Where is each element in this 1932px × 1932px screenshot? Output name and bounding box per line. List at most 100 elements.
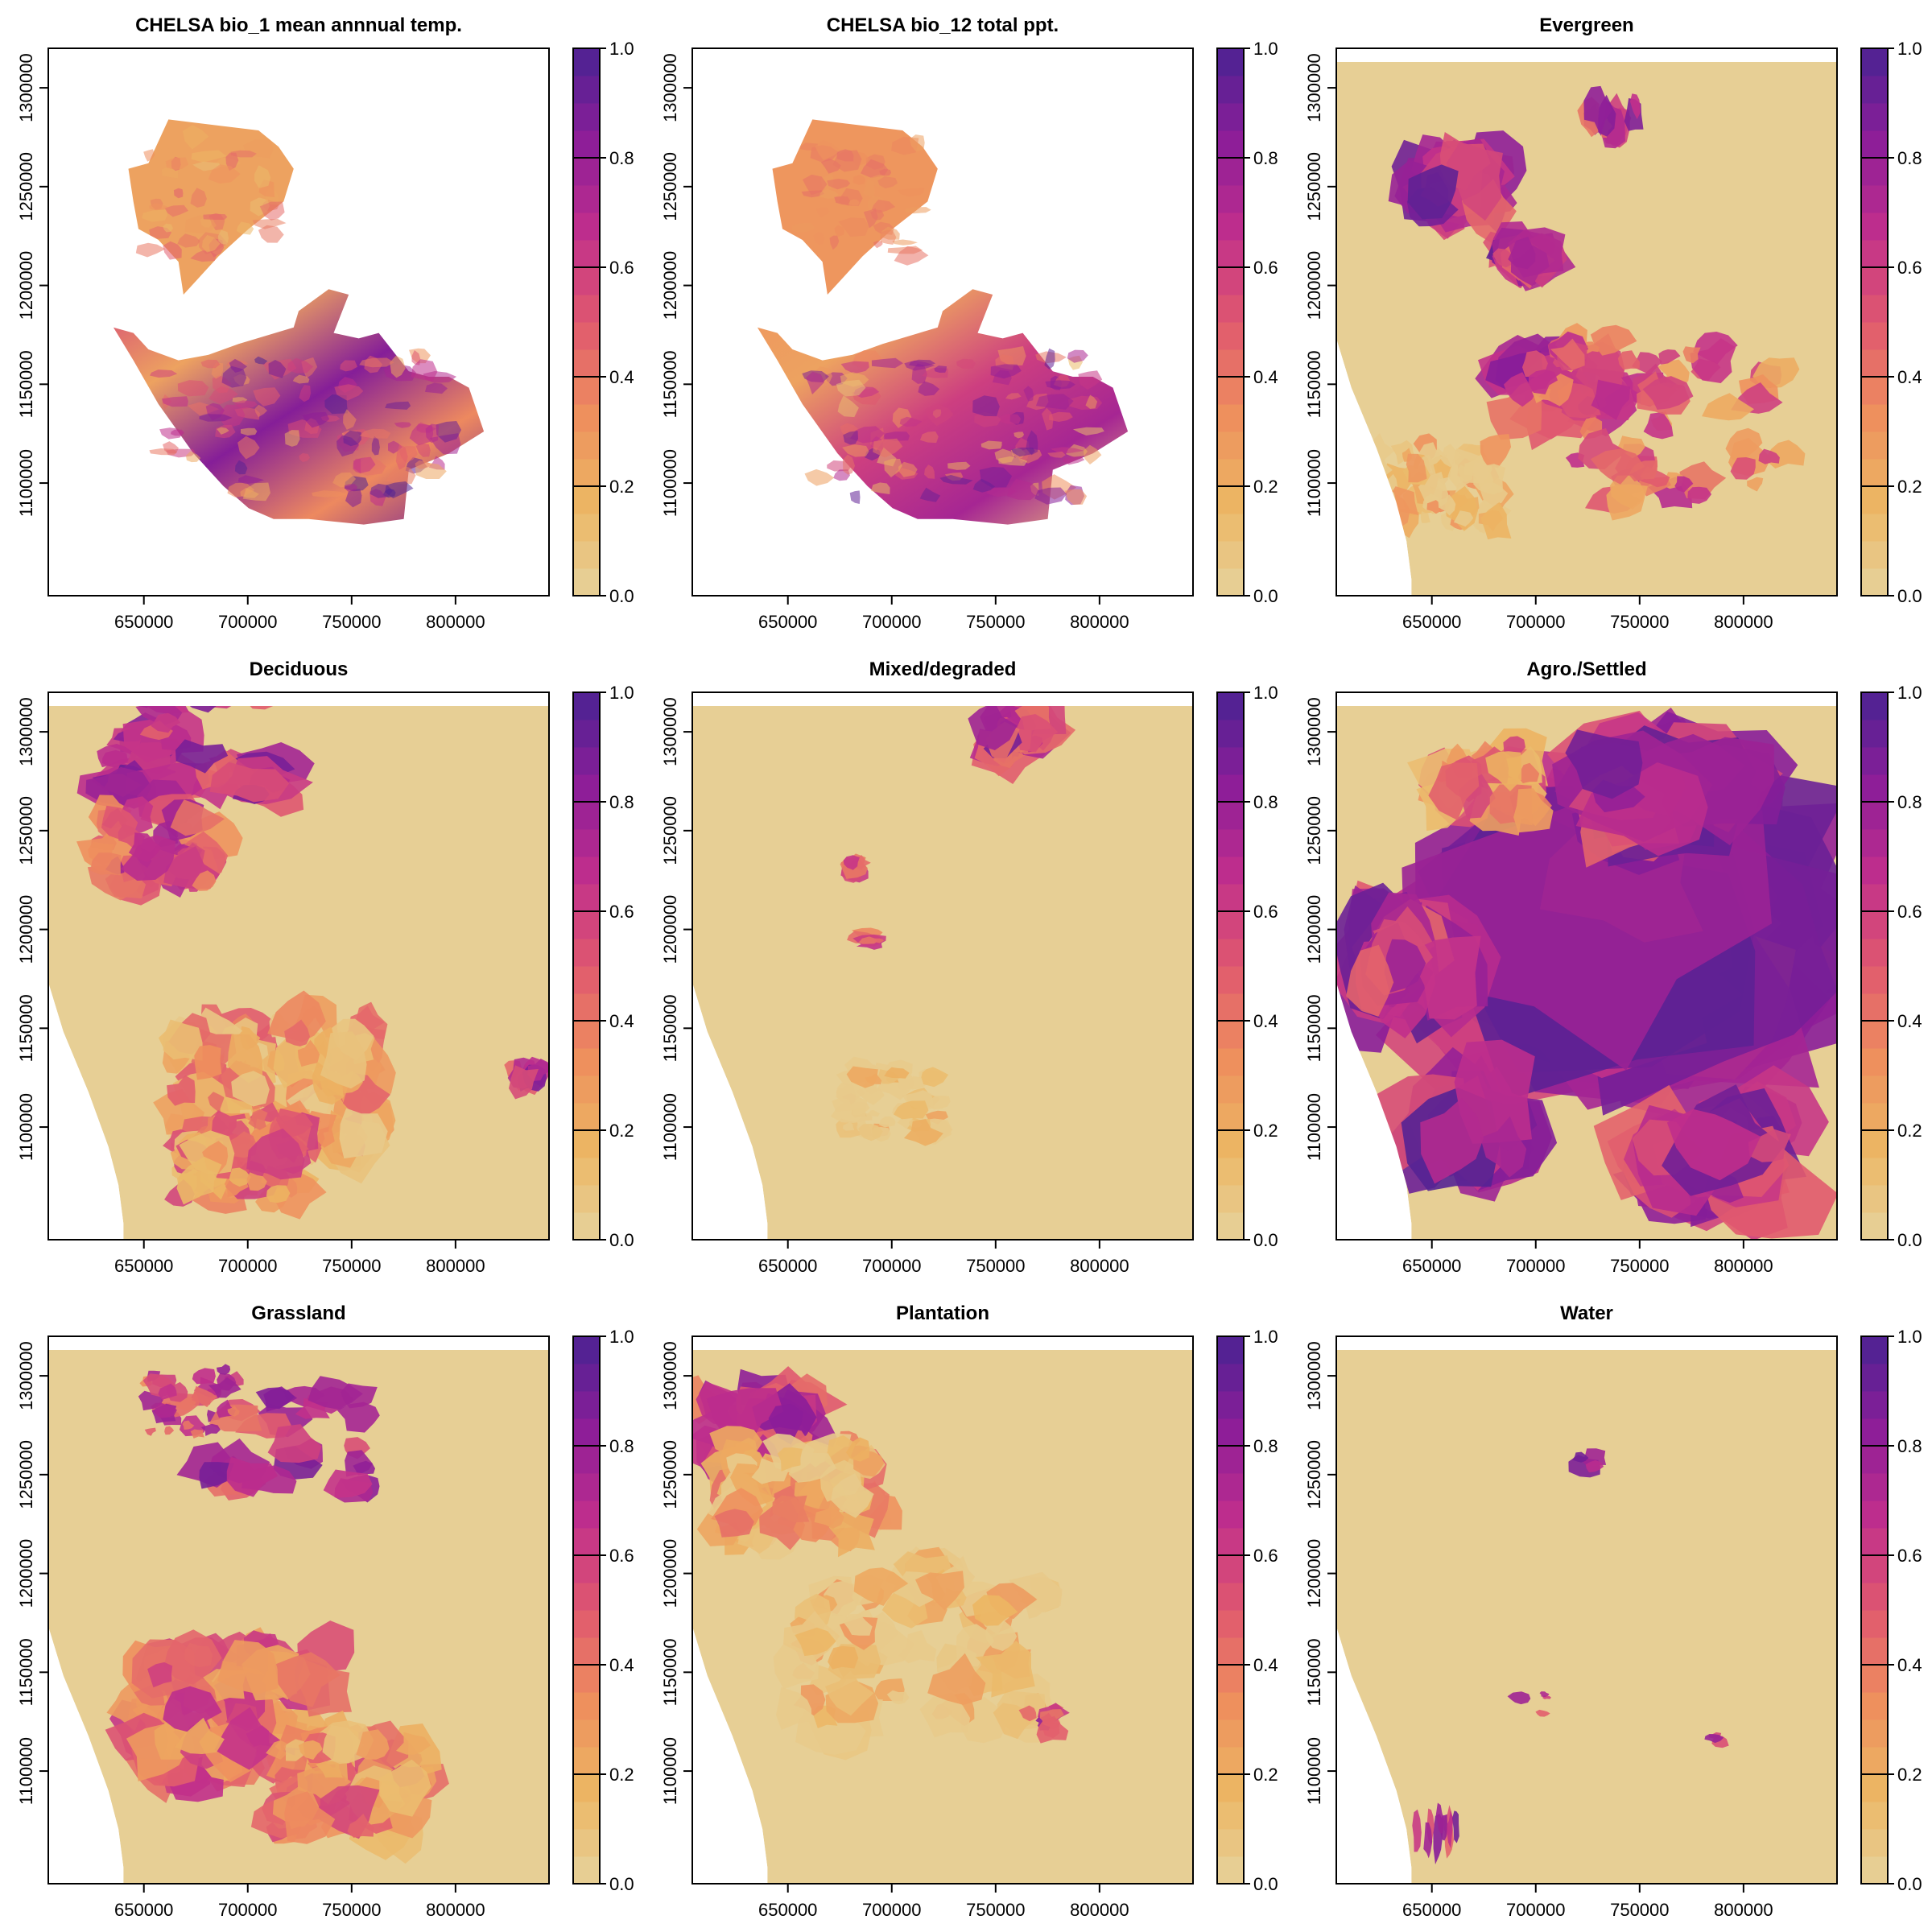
colorbar-swatch [573,993,600,1022]
colorbar-swatch [1861,48,1888,76]
raster-cell [815,140,841,160]
colorbar-swatch [1861,240,1888,268]
colorbar-swatch [573,1528,600,1556]
colorbar-swatch [1217,720,1244,748]
raster-patch [158,1383,177,1400]
raster-cell [436,421,461,443]
colorbar-swatch [1861,1212,1888,1241]
raster-patch [297,1039,320,1067]
colorbar-swatch [1861,267,1888,295]
raster-cell [813,231,824,245]
colorbar-swatch [1861,1719,1888,1748]
colorbar-swatch [573,1637,600,1666]
raster-cell [253,387,281,407]
colorbar-swatch [573,1829,600,1857]
colorbar-swatch [573,747,600,775]
raster-patch [1572,1451,1589,1463]
colorbar-tick-label: 0.8 [609,148,634,168]
raster-patch [1040,1712,1057,1724]
raster-patch [246,1172,267,1191]
colorbar-swatch [573,240,600,268]
raster-cell [201,234,221,253]
raster-cell [1034,487,1067,505]
y-tick-label: 1250000 [660,152,680,221]
colorbar-swatch [573,774,600,803]
raster-cell [163,441,179,454]
raster-patch [396,1732,431,1755]
raster-patch [972,1595,1018,1626]
raster-cell [939,475,973,485]
raster-patch [1440,444,1462,468]
raster-cell [388,440,402,454]
colorbar-swatch [1217,377,1244,405]
raster-patch [1508,237,1536,270]
raster-cell [190,188,207,208]
colorbar-swatch [1217,1446,1244,1474]
raster-cell [173,188,184,199]
raster-cell [1006,478,1041,501]
raster-patch [1583,85,1612,136]
colorbar: 0.0 0.2 0.4 0.6 0.8 1.0 [1860,39,1922,606]
colorbar-swatch [1217,48,1244,76]
x-tick-label: 700000 [218,1900,277,1920]
raster-cell [182,125,209,150]
raster-patch [175,739,229,774]
x-tick-label: 700000 [1506,1256,1565,1276]
raster-patch [139,720,173,741]
raster-cell [819,188,839,199]
colorbar-tick-label: 0.6 [1253,258,1278,278]
coast-mask-top [48,982,124,1240]
colorbar-swatch [1861,322,1888,350]
colorbar-swatch [1217,1610,1244,1638]
panel-title: CHELSA bio_1 mean annnual temp. [135,14,462,36]
colorbar-tick-label: 1.0 [1253,1327,1278,1347]
colorbar-tick-label: 0.6 [1253,902,1278,922]
x-tick-label: 700000 [218,1256,277,1276]
x-tick-label: 650000 [114,612,173,632]
colorbar-swatch [1861,514,1888,542]
colorbar-swatch [1217,1829,1244,1857]
colorbar-swatch [573,692,600,720]
colorbar-swatch [1217,404,1244,432]
raster-cell [425,423,440,444]
raster-cell [840,361,869,374]
colorbar-swatch [1217,1103,1244,1131]
raster-cell [184,215,217,234]
raster-patch [1435,1802,1445,1834]
raster-cell [385,481,414,499]
colorbar-swatch [1217,939,1244,967]
raster-patch [928,1096,951,1110]
colorbar-swatch [573,1501,600,1529]
raster-patch [1412,1809,1422,1852]
colorbar-tick-label: 0.6 [1897,258,1922,278]
colorbar-swatch [1217,1048,1244,1076]
raster-cell [877,176,898,188]
raster-cell [395,444,408,470]
colorbar-swatch [1861,459,1888,487]
raster-cell [192,161,221,171]
raster-cell [177,233,200,248]
raster-patch [1617,350,1640,370]
raster-cell [230,150,257,158]
raster-patch [1420,511,1430,523]
raster-cell [892,407,912,428]
colorbar-swatch [573,349,600,378]
y-tick-label: 1200000 [16,1539,36,1608]
raster-cell [203,213,228,220]
raster-patch [128,832,162,863]
raster-patch [846,1066,878,1088]
raster-cell [804,469,835,486]
raster-cell [217,427,229,435]
raster-patch [192,1368,216,1385]
y-tick-label: 1300000 [660,53,680,122]
raster-layer [48,692,549,1240]
raster-cell [1035,394,1074,410]
raster-patch [903,1119,943,1146]
x-tick-label: 750000 [322,1900,381,1920]
raster-patch [246,1128,305,1180]
raster-patch [353,1460,375,1476]
colorbar-swatch [1217,1774,1244,1802]
colorbar-tick-label: 0.8 [1253,148,1278,168]
colorbar-swatch [1861,720,1888,748]
raster-patch [192,870,217,891]
